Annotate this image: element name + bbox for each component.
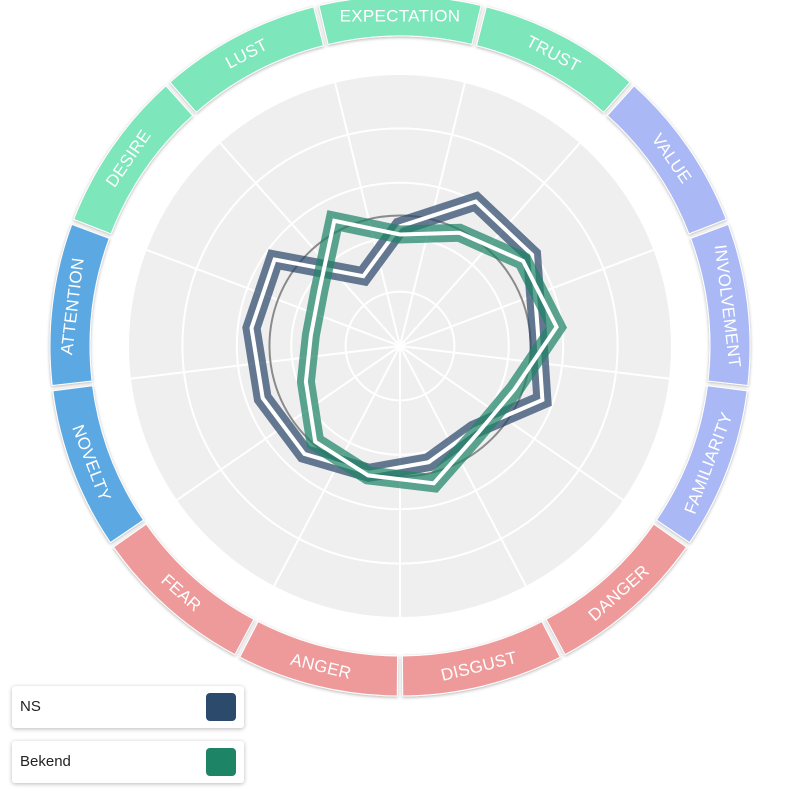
grid-spoke xyxy=(145,248,401,347)
ring-segment-attention[interactable] xyxy=(49,223,110,387)
legend-label-bekend: Bekend xyxy=(20,753,71,770)
point-ns-disgust xyxy=(427,460,431,464)
grid-spoke xyxy=(399,345,625,502)
point-bekend-novelty xyxy=(304,380,308,384)
grid-spoke xyxy=(399,345,528,588)
ring-segment-trust[interactable] xyxy=(475,6,631,114)
ring-segment-expectation[interactable] xyxy=(318,0,482,46)
ring-label-expectation: EXPECTATION xyxy=(340,7,461,26)
point-ns-involvement xyxy=(536,327,540,331)
point-bekend-value xyxy=(521,259,525,263)
series-layer xyxy=(242,191,568,493)
series-centerline-bekend xyxy=(303,218,559,486)
ring-segment-familiarity[interactable] xyxy=(655,385,748,544)
point-bekend-involvement xyxy=(555,325,559,329)
series-bekend xyxy=(296,210,568,493)
point-bekend-anger xyxy=(366,473,370,477)
point-bekend-fear xyxy=(313,440,317,444)
ring-segment-danger[interactable] xyxy=(545,523,688,656)
ring-segment-novelty[interactable] xyxy=(52,385,145,544)
grid-spoke xyxy=(218,141,401,347)
ring-segment-fear[interactable] xyxy=(112,523,255,656)
ring-segment-anger[interactable] xyxy=(239,620,399,697)
point-ns-fear xyxy=(302,452,306,456)
point-bekend-disgust xyxy=(432,481,436,485)
legend-swatch-ns xyxy=(206,693,236,721)
point-ns-attention xyxy=(249,326,253,330)
point-bekend-expectation xyxy=(398,232,402,236)
point-bekend-familiarity xyxy=(512,387,516,391)
point-ns-familiarity xyxy=(540,398,544,402)
ring-segment-value[interactable] xyxy=(606,85,727,235)
point-ns-trust xyxy=(474,199,478,203)
legend-item-bekend[interactable]: Bekend xyxy=(12,741,244,783)
point-bekend-lust xyxy=(332,219,336,223)
legend-swatch-bekend xyxy=(206,748,236,776)
legend-label-ns: NS xyxy=(20,698,41,715)
legend-item-ns[interactable]: NS xyxy=(12,686,244,728)
point-bekend-danger xyxy=(476,432,480,436)
point-bekend-trust xyxy=(457,231,461,235)
point-ns-lust xyxy=(361,274,365,278)
ring-segment-lust[interactable] xyxy=(169,6,325,114)
point-bekend-desire xyxy=(317,288,321,292)
point-bekend-attention xyxy=(309,333,313,337)
point-ns-desire xyxy=(273,257,277,261)
ring-segment-involvement[interactable] xyxy=(690,223,751,387)
ring-segment-disgust[interactable] xyxy=(401,620,561,697)
point-ns-novelty xyxy=(261,396,265,400)
ring-segment-desire[interactable] xyxy=(73,85,194,235)
grid-spoke xyxy=(333,81,401,347)
